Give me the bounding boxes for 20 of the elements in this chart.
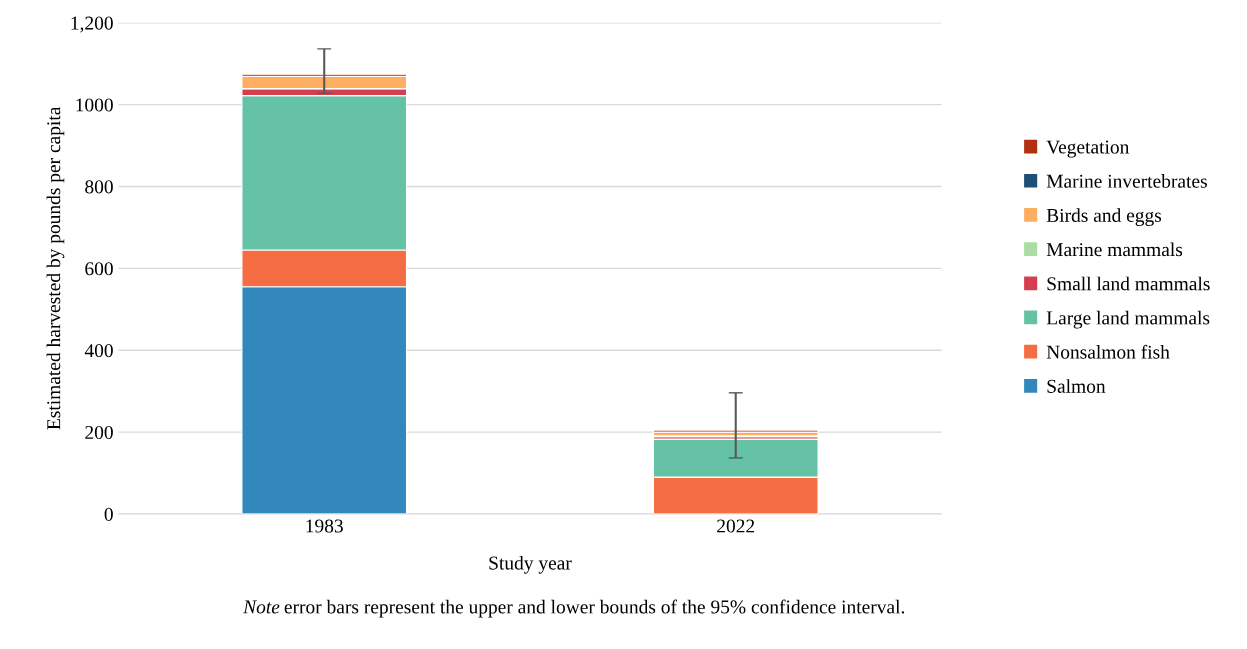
- legend-label: Nonsalmon fish: [1046, 344, 1170, 359]
- legend-label: Vegetation: [1046, 140, 1130, 158]
- legend-label: Salmon: [1047, 379, 1106, 393]
- legend-label: Birds and eggs: [1046, 208, 1162, 226]
- x-tick-label: 1983: [306, 519, 343, 533]
- y-tick-label: 800: [85, 180, 113, 194]
- y-tick-label: 200: [85, 425, 113, 440]
- x-tick-label: 2022: [717, 519, 755, 533]
- legend-label: Marine invertebrates: [1046, 174, 1207, 188]
- legend-label: Small land mammals: [1047, 276, 1210, 291]
- y-tick-label: 1000: [76, 98, 113, 112]
- y-tick-label: 1,200: [71, 16, 113, 33]
- x-axis-title: Study year: [489, 555, 572, 574]
- legend-label: Large land mammals: [1046, 310, 1210, 329]
- text: Note error bars represent the upper and lower bounds of the 95% confidence interval.: [243, 599, 905, 618]
- y-axis-title: Estimated harvested by pounds per capita: [46, 106, 65, 430]
- y-tick-label: 0: [104, 507, 113, 521]
- legend-label: Marine mammals: [1046, 242, 1183, 257]
- y-tick-label: 400: [84, 344, 113, 358]
- y-tick-label: 600: [85, 262, 113, 276]
